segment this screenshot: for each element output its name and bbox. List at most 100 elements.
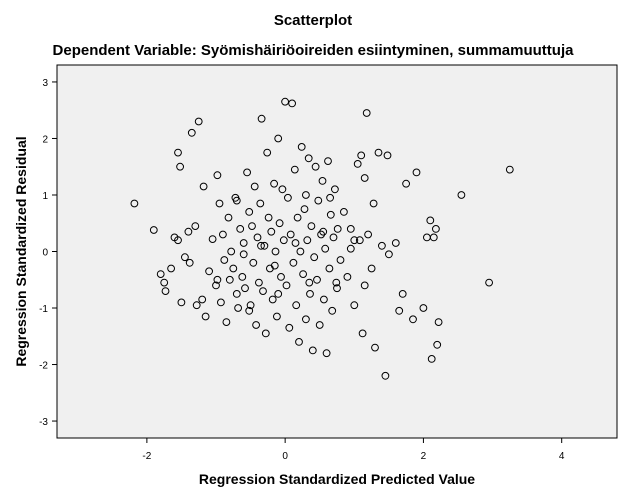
data-point [412, 168, 421, 177]
data-point [259, 287, 267, 296]
data-point [295, 338, 303, 346]
data-point [302, 315, 310, 324]
data-point [227, 247, 236, 256]
data-point [367, 264, 376, 273]
data-point [174, 148, 182, 157]
data-point [369, 199, 378, 208]
data-point [340, 208, 348, 216]
data-point [257, 114, 266, 123]
data-point [225, 275, 234, 284]
data-point [279, 236, 288, 245]
data-point [293, 213, 302, 222]
data-point [243, 168, 252, 177]
data-point [409, 315, 417, 324]
data-point [371, 343, 379, 352]
y-tick-label: -3 [39, 417, 48, 428]
data-point [355, 236, 364, 245]
data-point [357, 151, 366, 160]
data-point [322, 349, 331, 358]
data-point [185, 258, 194, 267]
data-point [378, 241, 386, 250]
x-tick-label: 4 [559, 451, 565, 462]
data-point [286, 230, 295, 239]
y-tick-label: -2 [39, 361, 48, 372]
data-point [160, 278, 169, 287]
data-point [220, 256, 229, 264]
data-point [149, 226, 158, 234]
data-point [299, 270, 308, 279]
data-point [332, 278, 341, 287]
data-point [174, 236, 182, 245]
data-point [245, 208, 254, 216]
data-point [284, 193, 292, 202]
data-point [219, 230, 227, 239]
data-point [274, 134, 283, 143]
data-point [313, 275, 321, 284]
data-point [346, 244, 355, 253]
data-point [205, 267, 214, 276]
data-point [239, 250, 248, 259]
data-point [270, 261, 279, 270]
data-point [307, 222, 316, 231]
data-point [181, 253, 189, 262]
data-point [291, 239, 300, 247]
data-point [208, 235, 217, 244]
data-point [320, 295, 328, 304]
y-tick-label: 2 [42, 134, 48, 145]
data-point [319, 227, 328, 236]
data-point [505, 165, 514, 174]
data-point [296, 247, 305, 256]
data-point [364, 230, 373, 239]
data-point [156, 270, 165, 279]
data-point [273, 312, 281, 321]
data-point [232, 196, 241, 205]
data-point [304, 154, 313, 163]
data-point [275, 219, 284, 228]
data-point [252, 321, 261, 329]
data-point [391, 239, 400, 247]
data-point [255, 278, 263, 287]
data-point [433, 340, 442, 349]
data-point [346, 225, 355, 233]
data-point [184, 227, 193, 236]
data-point [222, 318, 231, 327]
data-point [385, 250, 393, 259]
y-axis-label: Regression Standardized Residual [13, 136, 29, 366]
data-point [350, 236, 359, 245]
data-point [282, 281, 291, 290]
data-point [485, 278, 494, 287]
data-point [374, 148, 383, 157]
data-point [167, 264, 176, 273]
data-point [130, 199, 139, 208]
data-points [130, 97, 514, 380]
data-point [353, 160, 362, 168]
data-point [343, 273, 352, 281]
data-point [198, 295, 207, 304]
data-point [292, 301, 301, 310]
data-point [326, 210, 335, 219]
data-point [331, 185, 339, 194]
data-point [434, 318, 443, 327]
data-point [381, 371, 390, 380]
data-point [303, 236, 312, 245]
data-point [261, 329, 270, 338]
data-point [358, 329, 367, 338]
data-point [432, 225, 440, 233]
data-point [318, 177, 327, 185]
data-point [289, 258, 298, 267]
x-axis-ticks: -2 0 2 4 [142, 438, 565, 462]
data-point [321, 244, 330, 253]
data-point [234, 304, 243, 312]
data-point [314, 196, 323, 205]
data-point [290, 165, 299, 174]
data-point [194, 117, 203, 126]
data-point [310, 253, 319, 262]
data-point [246, 301, 255, 310]
data-point [268, 295, 277, 304]
data-point [336, 256, 345, 264]
data-point [306, 290, 314, 298]
data-point [281, 97, 290, 106]
data-point [224, 213, 233, 222]
data-point [229, 264, 238, 273]
